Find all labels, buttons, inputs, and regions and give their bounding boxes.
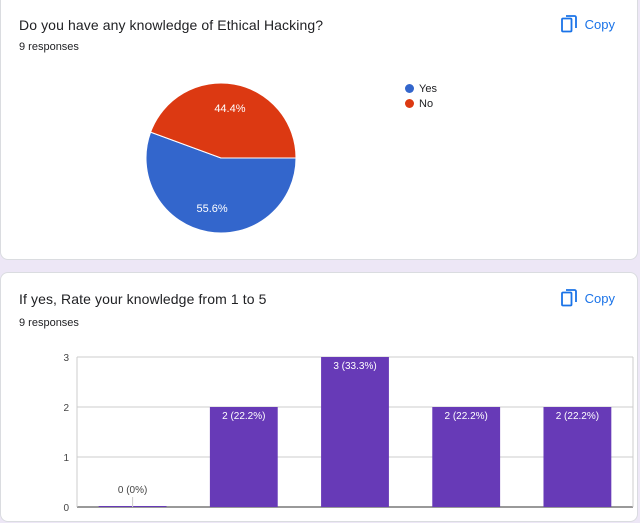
bar-4[interactable] <box>432 407 501 507</box>
y-tick-label: 2 <box>63 403 69 414</box>
question-card-2: If yes, Rate your knowledge from 1 to 5 … <box>0 272 638 522</box>
question-card-1: Do you have any knowledge of Ethical Hac… <box>0 0 638 260</box>
y-tick-label: 0 <box>63 503 69 514</box>
question-title: Do you have any knowledge of Ethical Hac… <box>19 17 324 33</box>
pie-slice-label-no: 44.4% <box>214 103 245 115</box>
bar-5[interactable] <box>543 407 612 507</box>
copy-icon <box>560 15 577 33</box>
response-count: 9 responses <box>19 317 79 329</box>
legend-swatch-no <box>405 99 414 108</box>
bar-label-5: 2 (22.2%) <box>556 411 599 422</box>
pie-slice-no[interactable] <box>149 82 297 159</box>
copy-button[interactable]: Copy <box>560 289 615 307</box>
copy-label: Copy <box>584 290 615 306</box>
pie-chart: 55.6% 44.4% <box>145 82 297 234</box>
legend-swatch-yes <box>405 84 414 93</box>
pie-slice-label-yes: 55.6% <box>196 203 227 215</box>
copy-icon <box>560 289 577 307</box>
bar-3[interactable] <box>321 357 389 507</box>
question-title: If yes, Rate your knowledge from 1 to 5 <box>19 291 267 307</box>
y-tick-label: 3 <box>63 353 69 364</box>
bar-label-1: 0 (0%) <box>118 485 147 496</box>
bar-2[interactable] <box>209 407 278 507</box>
copy-label: Copy <box>584 16 615 32</box>
pie-slice-yes[interactable] <box>145 131 297 234</box>
y-tick-label: 1 <box>63 453 69 464</box>
legend-label-no: No <box>419 97 434 110</box>
legend-label-yes: Yes <box>419 82 437 95</box>
pie-legend: Yes No <box>405 81 437 111</box>
response-count: 9 responses <box>19 41 79 53</box>
bar-label-4: 2 (22.2%) <box>445 411 488 422</box>
bar-label-2: 2 (22.2%) <box>222 411 265 422</box>
bar-chart: 0 1 2 3 0 (0%) 2 (22.2%) 3 (33.3%) 2 (22.2%) 2 (… <box>63 353 634 514</box>
legend-item-no[interactable]: No <box>405 96 437 111</box>
copy-button[interactable]: Copy <box>560 15 615 33</box>
legend-item-yes[interactable]: Yes <box>405 81 437 96</box>
bar-label-3: 3 (33.3%) <box>333 361 376 372</box>
